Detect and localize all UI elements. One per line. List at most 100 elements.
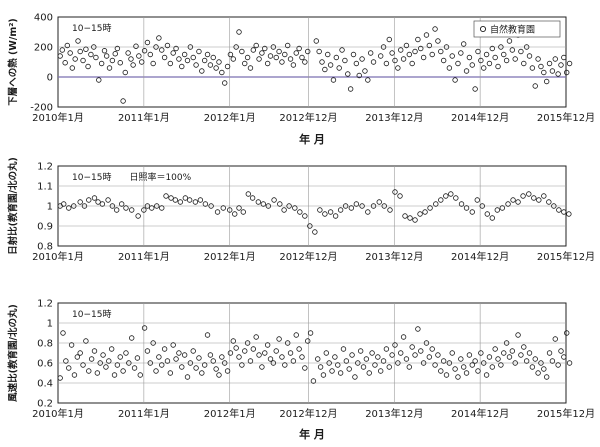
data-point xyxy=(543,374,550,380)
data-point xyxy=(365,209,371,215)
data-point xyxy=(420,54,427,61)
data-point xyxy=(153,44,159,50)
data-point xyxy=(541,69,547,76)
data-point xyxy=(327,62,334,68)
data-point xyxy=(400,56,407,62)
data-point xyxy=(219,354,225,360)
data-point xyxy=(463,68,470,74)
data-point xyxy=(346,366,352,372)
data-point xyxy=(535,370,541,376)
data-point xyxy=(267,53,274,59)
x-tick-label: 2011年1月 xyxy=(118,111,170,124)
data-point xyxy=(495,63,501,70)
data-point xyxy=(99,201,106,207)
x-tick-label: 2011年1月 xyxy=(118,407,170,420)
data-point xyxy=(186,197,193,203)
data-point xyxy=(406,51,413,58)
data-point xyxy=(83,338,89,344)
data-point xyxy=(426,42,433,49)
data-point xyxy=(213,65,219,71)
data-point xyxy=(144,203,151,209)
data-point xyxy=(305,338,311,344)
data-point xyxy=(478,57,484,64)
data-point xyxy=(523,44,530,50)
data-point xyxy=(293,50,299,56)
data-point xyxy=(409,60,415,67)
data-point xyxy=(250,346,257,352)
y-tick-label: 0.8 xyxy=(37,242,53,253)
data-point xyxy=(469,209,475,215)
data-point xyxy=(299,54,305,61)
data-point xyxy=(172,197,179,203)
data-point xyxy=(505,201,511,207)
data-point xyxy=(199,370,205,376)
data-point xyxy=(204,51,211,58)
data-point xyxy=(222,80,228,86)
y-tick-label: 0.2 xyxy=(37,399,53,410)
data-point xyxy=(187,360,194,366)
data-point xyxy=(495,356,501,362)
data-point xyxy=(57,375,63,381)
panel-annotation: 10−15時 xyxy=(72,23,111,34)
data-point xyxy=(412,352,418,358)
data-point xyxy=(284,340,291,346)
data-point xyxy=(532,356,538,362)
x-tick-label: 2012年1月 xyxy=(204,407,256,420)
data-point xyxy=(139,59,145,65)
data-point xyxy=(126,360,132,366)
data-point xyxy=(108,346,115,352)
data-point xyxy=(128,335,135,341)
data-point xyxy=(201,57,208,64)
data-point xyxy=(264,342,271,348)
data-point xyxy=(552,56,558,62)
data-point xyxy=(529,65,536,71)
data-point xyxy=(109,203,116,209)
data-point xyxy=(262,350,268,356)
data-point xyxy=(57,53,63,59)
data-point xyxy=(460,364,467,370)
data-point xyxy=(443,193,449,199)
y-tick-label: 1.2 xyxy=(37,162,53,173)
data-point xyxy=(66,365,72,371)
data-point xyxy=(458,201,465,207)
data-point xyxy=(357,348,364,354)
data-point xyxy=(320,372,327,378)
data-point xyxy=(222,360,228,366)
data-point xyxy=(435,38,441,44)
y-tick-label: 0.6 xyxy=(37,359,53,370)
data-point xyxy=(184,374,191,380)
data-point xyxy=(184,57,191,64)
data-point xyxy=(336,65,342,71)
data-point xyxy=(134,355,141,361)
data-point xyxy=(125,50,131,56)
data-point xyxy=(506,38,513,44)
data-point xyxy=(247,65,254,71)
data-point xyxy=(475,48,481,55)
data-point xyxy=(438,48,444,55)
x-tick-label: 2015年12月 xyxy=(537,250,595,263)
data-point xyxy=(449,53,455,59)
legend-entry: 自然教育園 xyxy=(490,24,535,36)
data-point xyxy=(290,62,297,68)
data-point xyxy=(375,354,381,360)
data-point xyxy=(452,366,458,372)
data-point xyxy=(383,60,390,67)
data-point xyxy=(216,372,222,378)
data-point xyxy=(128,56,134,62)
data-point xyxy=(359,203,365,209)
data-point xyxy=(509,47,516,53)
data-point xyxy=(566,360,573,366)
data-point xyxy=(526,191,532,197)
data-point xyxy=(546,350,553,356)
data-point xyxy=(558,62,564,68)
plot-frame xyxy=(57,302,567,404)
data-point xyxy=(259,50,265,56)
data-point xyxy=(549,358,556,364)
data-point xyxy=(427,205,433,211)
data-point xyxy=(555,71,561,77)
open-circle-icon xyxy=(479,25,487,33)
y-tick-label: 1 xyxy=(47,202,53,213)
data-point xyxy=(100,352,106,358)
data-point xyxy=(262,45,268,52)
data-point xyxy=(449,350,455,356)
